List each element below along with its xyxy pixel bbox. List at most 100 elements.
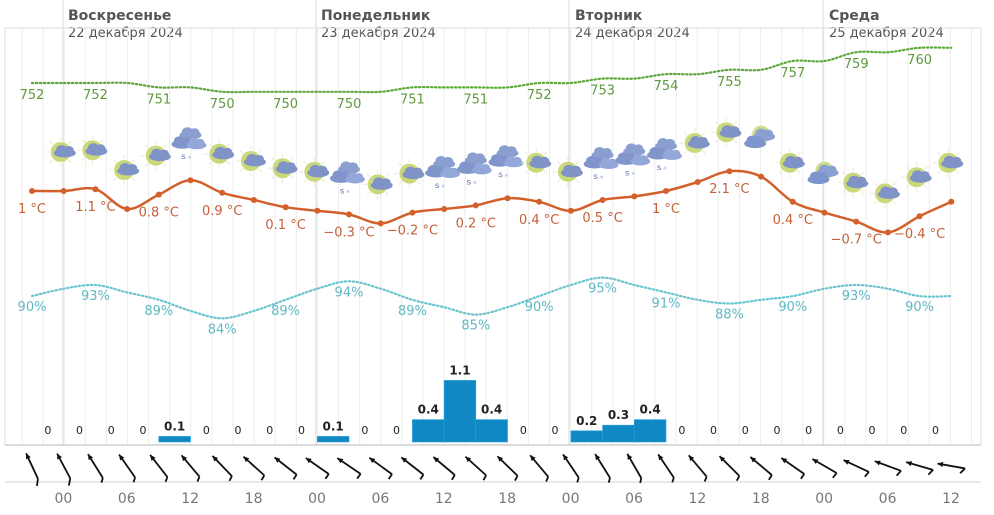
wind-barb — [735, 475, 741, 482]
raindrop — [188, 155, 191, 159]
sun-ray — [113, 159, 117, 163]
precip-label: 0.1 — [164, 419, 185, 433]
precip-label: 0 — [710, 424, 717, 437]
precip-label: 0 — [76, 424, 83, 437]
time-label: 18 — [244, 491, 263, 507]
wind-arrow-icon — [811, 458, 838, 479]
humidity-label: 85% — [461, 319, 490, 334]
time-label: 12 — [434, 491, 453, 507]
raindrop — [631, 171, 635, 175]
temperature-point — [504, 195, 511, 202]
rain-icon: ｓ — [488, 145, 524, 179]
sun-ray — [937, 151, 941, 156]
wind-arrow-icon — [368, 457, 393, 480]
wind-arrow-icon — [274, 456, 298, 480]
wind-barb — [671, 477, 675, 483]
temperature-point — [409, 209, 416, 216]
wind-arrowhead — [812, 459, 819, 464]
precip-label: 0 — [869, 424, 876, 437]
cloud-part — [919, 171, 930, 180]
pressure-label: 753 — [590, 84, 615, 99]
temperature-point — [536, 198, 543, 205]
temperature-point — [663, 188, 669, 194]
partly-cloudy-icon — [838, 167, 869, 198]
precip-bar — [633, 419, 667, 443]
temperature-point — [726, 168, 733, 175]
wind-arrowhead — [150, 454, 156, 461]
precip-label: 0 — [298, 424, 305, 437]
day-header-1: Понедельник 23 декабря 2024 — [321, 8, 436, 42]
temperature-point — [60, 188, 67, 194]
cloud-part — [95, 144, 106, 153]
wind-barb — [514, 475, 519, 481]
partly-cloudy-icon — [711, 117, 742, 148]
precip-label: 0 — [44, 424, 51, 437]
temperature-point — [377, 220, 384, 227]
sun-ray — [144, 163, 149, 167]
temperature-label: 1.1 °C — [75, 200, 115, 215]
day-header-0: Воскресенье 22 декабря 2024 — [68, 8, 183, 42]
sun-ray — [905, 166, 910, 170]
partly-cloudy-icon — [869, 178, 900, 209]
sun-ray — [733, 139, 738, 144]
time-label: 18 — [498, 491, 517, 507]
temperature-point — [631, 193, 638, 200]
precip-bar — [475, 419, 508, 443]
temperature-label: −0.7 °C — [831, 233, 882, 248]
wind-arrowhead — [627, 453, 633, 460]
time-label: 06 — [371, 491, 390, 507]
pressure-label: 751 — [463, 92, 488, 107]
sun-ray — [271, 175, 276, 180]
sun-ray — [131, 177, 136, 181]
temperature-label: 0.2 °C — [456, 216, 496, 231]
sun-ray — [81, 157, 85, 162]
wind-barb — [100, 477, 104, 483]
sun-ray — [416, 162, 421, 167]
wind-arrow-icon — [562, 453, 580, 483]
wind-barb — [703, 476, 708, 482]
cloud-part — [951, 156, 962, 165]
temperature-point — [187, 177, 194, 184]
partly-cloudy-icon — [299, 156, 330, 187]
time-label: 06 — [625, 491, 643, 507]
humidity-label: 94% — [335, 285, 364, 300]
raindrop — [663, 166, 667, 170]
day-header-2: Вторник 24 декабря 2024 — [575, 8, 690, 42]
temperature-point — [314, 207, 321, 214]
pressure-label: 752 — [83, 88, 108, 103]
sun-ray — [398, 162, 402, 167]
raindrop: ｓ — [623, 168, 631, 177]
temperature-point — [884, 229, 891, 236]
sun-ray — [271, 157, 276, 161]
cloud-part — [817, 172, 828, 181]
day-date: 24 декабря 2024 — [575, 26, 690, 41]
humidity-label: 93% — [842, 289, 871, 304]
wind-arrowhead — [337, 458, 344, 464]
cloud-part — [317, 165, 328, 174]
sun-ray — [683, 150, 688, 154]
partly-cloudy-icon — [901, 162, 932, 193]
wind-barb — [387, 473, 393, 480]
grid — [4, 0, 982, 483]
wind-arrow-icon — [718, 455, 741, 482]
humidity-label: 93% — [81, 289, 110, 304]
wind-arrow-icon — [242, 455, 266, 481]
wind-barb — [67, 478, 72, 486]
precip-label: 0 — [678, 424, 685, 437]
wind-arrow-icon — [211, 455, 233, 482]
cloudy-icon — [744, 125, 776, 149]
sun-ray — [239, 168, 244, 172]
cloud-part — [348, 162, 358, 171]
temperature-label: −0.2 °C — [387, 224, 438, 239]
wind-arrow-icon — [594, 453, 611, 483]
sun-ray — [860, 190, 865, 194]
wind-arrowhead — [305, 457, 312, 464]
wind-arrow-icon — [464, 455, 487, 481]
sun-ray — [398, 181, 402, 185]
pressure-label: 751 — [146, 92, 171, 107]
temperature-point — [441, 206, 448, 212]
wind-arrow-icon — [25, 452, 39, 487]
wind-arrowhead — [530, 455, 536, 462]
temperature-point — [853, 218, 860, 225]
